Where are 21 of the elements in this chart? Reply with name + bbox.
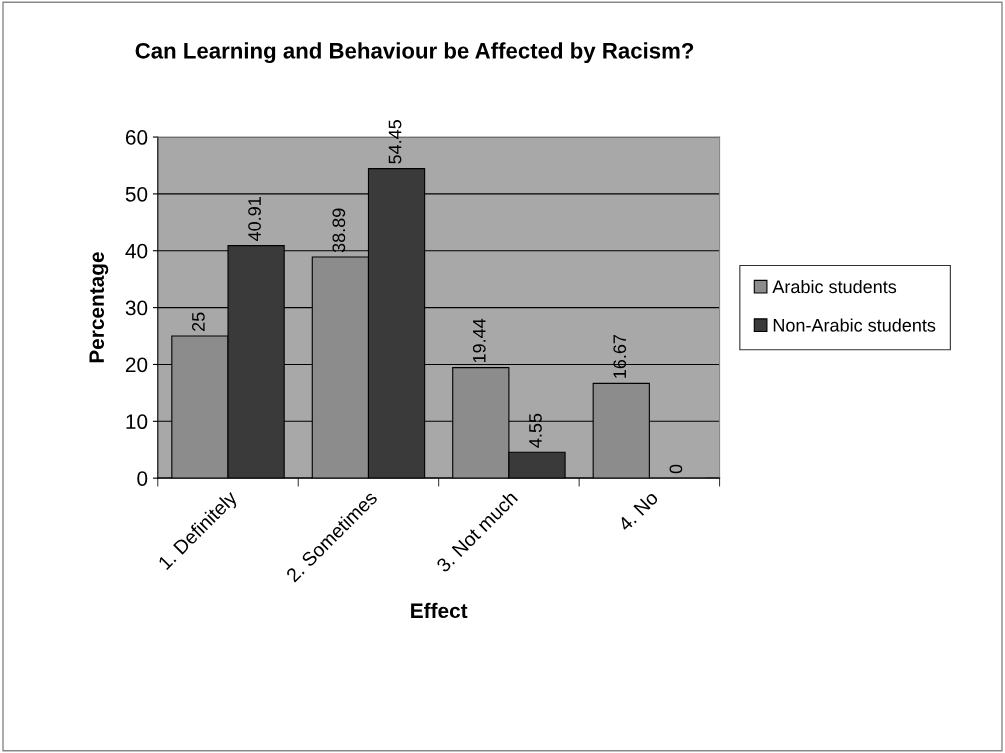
data-label: 0 [669, 464, 683, 474]
y-tick-label: 20 [125, 357, 148, 373]
y-tick-label: 60 [125, 130, 148, 145]
y-axis-title: Percentage [89, 252, 109, 363]
data-label: 4.55 [529, 413, 542, 448]
y-tick-label: 30 [125, 300, 148, 316]
legend-label: Non-Arabic students [773, 318, 936, 332]
data-label: 40.91 [248, 197, 261, 241]
data-label: 16.67 [613, 334, 627, 378]
x-tick-label: 4. No [617, 490, 659, 532]
chart-title: Can Learning and Behaviour be Affected by Racism? [135, 42, 694, 64]
x-axis-title: Effect [411, 602, 468, 619]
y-tick-label: 40 [125, 243, 148, 259]
y-tick-label: 50 [125, 186, 148, 202]
data-label: 54.45 [388, 120, 402, 164]
legend-label: Arabic students [772, 279, 897, 294]
data-label: 25 [191, 312, 205, 331]
y-tick-label: 10 [126, 414, 148, 430]
data-label: 19.44 [472, 318, 486, 363]
data-label: 38.89 [332, 208, 346, 253]
y-tick-label: 0 [137, 471, 148, 486]
